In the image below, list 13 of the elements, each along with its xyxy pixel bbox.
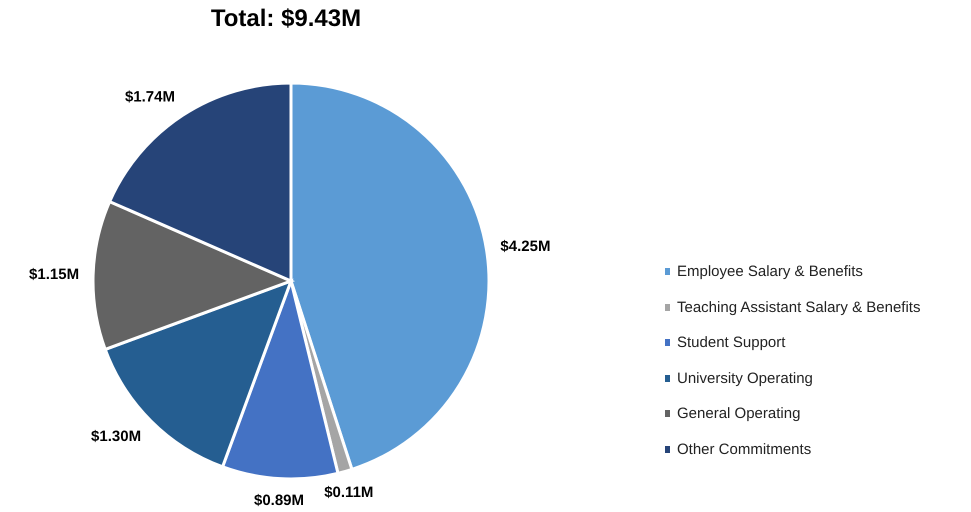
legend-label: Employee Salary & Benefits [677,263,863,280]
data-label: $1.74M [124,88,175,106]
data-label: $0.11M [324,484,374,502]
data-label: $1.15M [29,266,80,283]
legend-label: University Operating [677,370,813,387]
legend-label: Other Commitments [677,440,812,458]
legend-label: Student Support [677,334,786,352]
legend-label: Teaching Assistant Salary & Benefits [677,298,920,316]
data-label: $0.89M [254,492,304,510]
chart-title: Total: $9.43M [210,5,362,33]
data-label: $1.30M [91,428,142,446]
data-label: $4.25M [500,238,550,256]
legend-label: General Operating [677,405,800,422]
